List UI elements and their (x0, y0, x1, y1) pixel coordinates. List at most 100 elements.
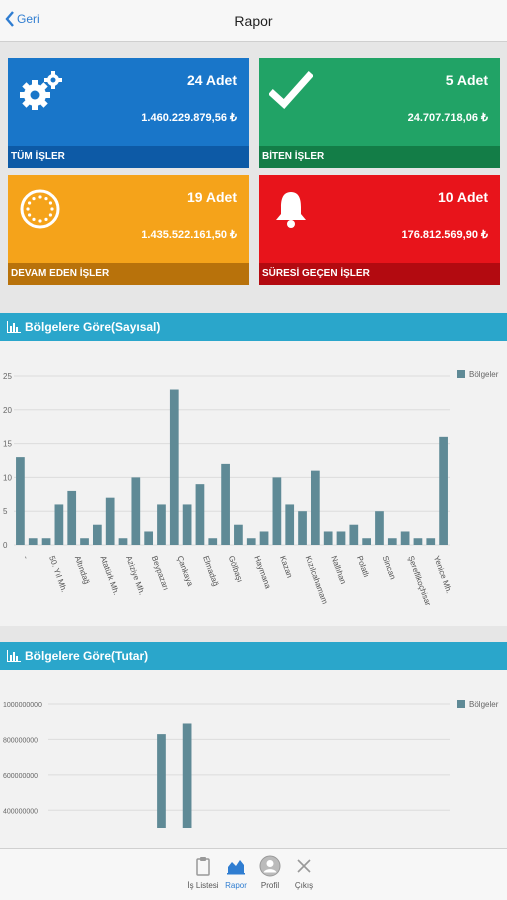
y-tick-label: 800000000 (3, 737, 38, 744)
x-tick-label: - (22, 555, 31, 561)
tile-all-jobs[interactable]: 24 Adet 1.460.229.879,56 ₺ TÜM İŞLER (8, 58, 249, 168)
y-tick-label: 15 (3, 440, 12, 449)
bar (182, 723, 192, 828)
x-tick-label: Çankaya (175, 555, 194, 588)
tile-label: BİTEN İŞLER (259, 146, 500, 168)
bar (144, 531, 154, 545)
bar (169, 389, 179, 545)
x-tick-label: Haymana (252, 555, 272, 591)
tile-ongoing-jobs[interactable]: 19 Adet 1.435.522.161,50 ₺ DEVAM EDEN İŞ… (8, 175, 249, 285)
tile-label: SÜRESİ GEÇEN İŞLER (259, 263, 500, 285)
x-tick-label: Elmadağ (201, 555, 220, 588)
tile-amount: 176.812.569,90 ₺ (401, 229, 488, 241)
x-tick-label: Aziziye Mh. (124, 555, 146, 597)
tab-is-listesi[interactable]: İş Listesi (183, 855, 223, 890)
bar (157, 734, 166, 828)
tile-overdue-jobs[interactable]: 10 Adet 176.812.569,90 ₺ SÜRESİ GEÇEN İŞ… (259, 175, 500, 285)
bell-icon (276, 192, 306, 228)
bar (400, 531, 410, 545)
tile-count: 10 Adet (437, 189, 488, 205)
y-tick-label: 600000000 (3, 773, 38, 780)
tab-bar: İş Listesi Rapor Profil Çıkış (0, 848, 507, 900)
bar (336, 531, 346, 545)
bar (323, 531, 333, 545)
chart1-title: Bölgelere Göre(Sayısal) (25, 320, 161, 334)
y-tick-label: 5 (3, 507, 8, 516)
x-tick-label: Sincan (381, 555, 398, 581)
tile-completed-jobs[interactable]: 5 Adet 24.707.718,06 ₺ BİTEN İŞLER (259, 58, 500, 168)
tab-label: Rapor (225, 881, 247, 890)
bar (310, 470, 320, 545)
y-tick-label: 0 (3, 541, 8, 550)
bar (362, 538, 372, 545)
clipboard-icon (196, 857, 210, 876)
navigation-bar: Geri Rapor (0, 0, 507, 42)
tile-amount: 1.435.522.161,50 ₺ (141, 229, 237, 241)
report-chart-icon (227, 860, 245, 875)
chart2-title: Bölgelere Göre(Tutar) (25, 649, 149, 663)
tab-label: Çıkış (294, 881, 314, 890)
bar (259, 531, 269, 545)
tile-amount: 24.707.718,06 ₺ (407, 112, 488, 124)
x-tick-label: Altındağ (73, 555, 91, 586)
chart1-svg: 0 5 10 15 20 25 - 50. Yıl Mh. Altındağ Atatürk Mh… (3, 370, 499, 607)
bar (426, 538, 436, 545)
bar (221, 463, 230, 545)
y-tick-label: 10 (3, 473, 12, 482)
y-tick-label: 1000000000 (3, 702, 42, 709)
bar (92, 524, 102, 545)
tile-count: 19 Adet (186, 189, 237, 205)
bar-chart-icon (7, 321, 21, 333)
x-tick-label: Polatlı (355, 555, 371, 579)
bar (54, 504, 64, 545)
bar (439, 436, 448, 545)
bar (272, 477, 282, 545)
x-tick-label: Kazan (278, 555, 294, 579)
y-tick-label: 25 (3, 372, 12, 381)
bar (67, 490, 77, 545)
bar (182, 504, 192, 545)
x-tick-label: Beypazarı (150, 555, 171, 592)
tab-cikis[interactable]: Çıkış (284, 855, 324, 890)
close-icon (297, 859, 311, 873)
bar (375, 511, 384, 545)
gears-icon (20, 71, 62, 110)
bar (131, 477, 141, 545)
x-tick-label: Atatürk Mh. (98, 555, 120, 597)
y-tick-label: 20 (3, 406, 12, 415)
x-tick-label: Gölbaşı (227, 555, 245, 584)
bar (208, 538, 218, 545)
bar (41, 538, 51, 545)
tab-label: İş Listesi (187, 881, 219, 890)
chart1-header: Bölgelere Göre(Sayısal) (0, 313, 507, 341)
bar (16, 457, 25, 545)
tile-label: DEVAM EDEN İŞLER (8, 263, 249, 285)
page-title: Rapor (234, 13, 273, 29)
back-label: Geri (17, 12, 40, 26)
tile-count: 24 Adet (186, 72, 237, 88)
tab-profil[interactable]: Profil (250, 855, 290, 890)
y-tick-label: 400000000 (3, 808, 38, 815)
spinner-icon (20, 189, 60, 229)
legend-label: Bölgeler (469, 700, 499, 709)
legend-swatch (457, 700, 465, 708)
back-button[interactable]: Geri (5, 11, 40, 27)
bar-chart-icon (7, 650, 21, 662)
x-tick-label: Yenice Mh. (432, 555, 454, 595)
tab-label: Profil (260, 881, 280, 890)
bar (157, 504, 166, 545)
bar (234, 524, 243, 545)
chart1-panel: 0 5 10 15 20 25 - 50. Yıl Mh. Altındağ Atatürk Mh… (0, 341, 507, 626)
legend-label: Bölgeler (469, 370, 499, 379)
chart2-svg: 400000000 600000000 800000000 1000000000 Böl… (3, 700, 499, 828)
profile-icon (259, 855, 281, 877)
bar (387, 538, 397, 545)
tile-label: TÜM İŞLER (8, 146, 249, 168)
tab-rapor[interactable]: Rapor (216, 855, 256, 890)
tile-amount: 1.460.229.879,56 ₺ (141, 112, 237, 124)
bar (80, 538, 89, 545)
bar (298, 511, 307, 545)
bar (105, 497, 115, 545)
chart2-panel: 400000000 600000000 800000000 1000000000 Böl… (0, 670, 507, 848)
chart2-header: Bölgelere Göre(Tutar) (0, 642, 507, 670)
